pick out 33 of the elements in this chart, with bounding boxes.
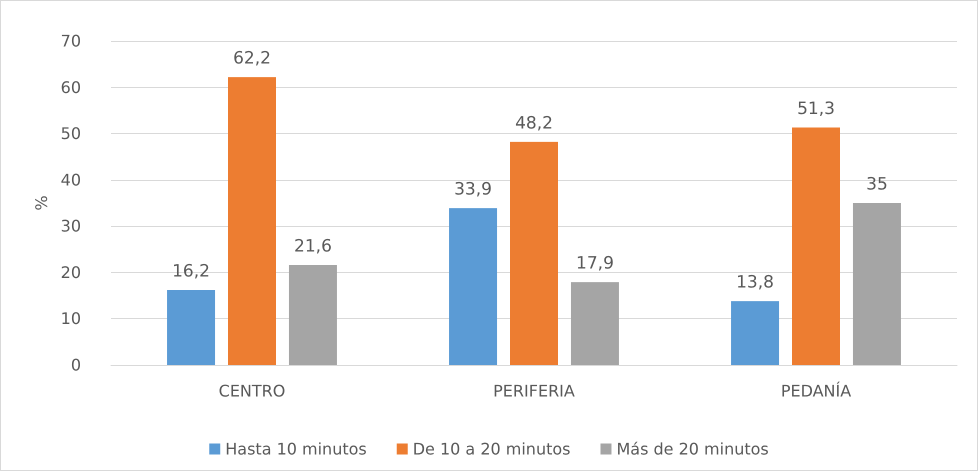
data-label: 17,9 (576, 254, 614, 274)
y-tick-label: 70 (60, 32, 81, 50)
y-tick-label: 30 (60, 216, 81, 236)
data-label: 51,3 (797, 99, 835, 120)
bar (449, 208, 498, 365)
bar (570, 282, 619, 365)
y-tick-label: 60 (60, 78, 81, 97)
y-tick-label: 20 (60, 262, 81, 282)
bar (731, 301, 780, 365)
legend-label: Hasta 10 minutos (225, 440, 367, 458)
data-label: 35 (866, 174, 888, 194)
bar (288, 265, 337, 365)
legend-label: Más de 20 minutos (616, 440, 769, 458)
bar (852, 203, 901, 365)
data-label: 16,2 (172, 262, 210, 282)
data-label: 21,6 (294, 236, 332, 257)
y-tick-label: 40 (60, 170, 81, 190)
bar (792, 128, 840, 365)
x-tick-label: CENTRO (218, 382, 286, 400)
y-tick-label: 0 (70, 356, 81, 374)
y-axis-title: % (32, 195, 52, 211)
bar (510, 142, 558, 365)
data-label: 62,2 (233, 48, 271, 69)
x-tick-label: PERIFERIA (493, 382, 575, 400)
data-label: 48,2 (515, 113, 553, 134)
y-tick-label: 50 (60, 124, 81, 144)
legend-label: De 10 a 20 minutos (412, 440, 570, 458)
x-tick-label: PEDANÍA (780, 382, 852, 400)
data-label: 13,8 (736, 272, 774, 293)
data-label: 33,9 (454, 180, 492, 200)
bar (228, 77, 276, 365)
y-tick-label: 10 (60, 309, 81, 328)
bar (167, 290, 216, 365)
